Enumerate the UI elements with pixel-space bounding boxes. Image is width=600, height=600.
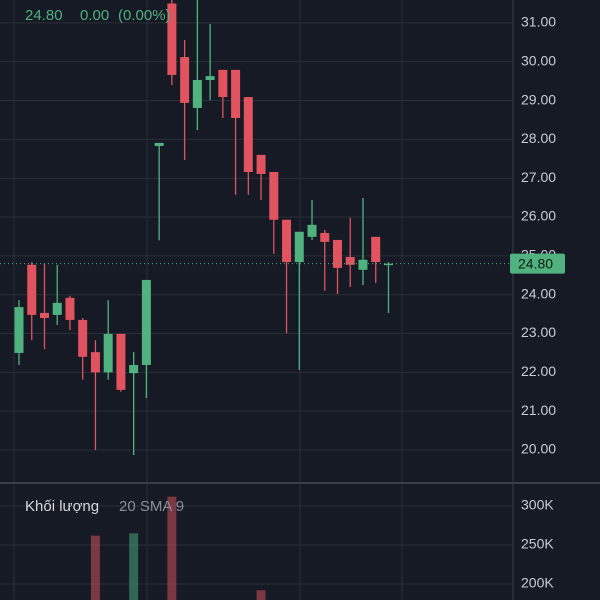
candle-body — [243, 97, 253, 173]
y-tick-label: 24.00 — [521, 285, 556, 301]
candle-body — [167, 3, 177, 75]
y-tick-label: 22.00 — [521, 363, 556, 379]
candle-body — [333, 239, 342, 268]
candle-body — [345, 257, 355, 265]
candle-body — [180, 57, 190, 103]
volume-tick-label: 200K — [521, 575, 554, 591]
candle-body — [103, 333, 113, 373]
last-price-label: 24.80 — [518, 255, 553, 271]
candle-body — [154, 142, 164, 146]
candle-body — [294, 231, 304, 263]
volume-bar — [167, 496, 177, 600]
header-price: 24.80 — [25, 7, 63, 24]
y-tick-label: 21.00 — [521, 402, 556, 418]
volume-bar — [256, 590, 266, 600]
candle-body — [141, 279, 151, 365]
candle-body — [358, 259, 368, 270]
candle-body — [256, 154, 266, 174]
y-tick-label: 31.00 — [521, 14, 556, 30]
candle-body — [269, 172, 279, 220]
candle-body — [90, 352, 100, 373]
candle-body — [320, 232, 330, 242]
volume-tick-label: 300K — [521, 497, 554, 513]
volume-title: Khối lượng — [25, 498, 99, 515]
last-price-tag — [510, 253, 565, 274]
candle-body — [282, 219, 292, 263]
candle-body — [205, 76, 215, 80]
header-percent: (0.00%) — [118, 7, 171, 24]
candle-body — [39, 312, 49, 318]
volume-bar — [90, 535, 100, 600]
y-tick-label: 30.00 — [521, 52, 556, 68]
candle-body — [218, 69, 228, 98]
candle-body — [14, 307, 24, 353]
volume-bar — [129, 533, 139, 600]
candle-body — [65, 297, 75, 320]
candle-body — [371, 236, 381, 263]
candle-body — [78, 319, 88, 357]
y-tick-label: 26.00 — [521, 208, 556, 224]
candle-body — [129, 364, 139, 374]
volume-tick-label: 250K — [521, 536, 554, 552]
candle-body — [116, 333, 126, 390]
candle-body — [192, 79, 202, 108]
y-tick-label: 29.00 — [521, 91, 556, 107]
candle-body — [231, 69, 241, 119]
candle-body — [27, 264, 37, 315]
y-tick-label: 20.00 — [521, 441, 556, 457]
candle-body — [52, 302, 62, 315]
volume-params: 20 SMA 9 — [119, 498, 184, 515]
candle-body — [307, 224, 317, 237]
y-tick-label: 27.00 — [521, 169, 556, 185]
y-tick-label: 23.00 — [521, 324, 556, 340]
candle-body — [383, 263, 393, 266]
y-tick-label: 28.00 — [521, 130, 556, 146]
header-change: 0.00 — [80, 7, 109, 24]
